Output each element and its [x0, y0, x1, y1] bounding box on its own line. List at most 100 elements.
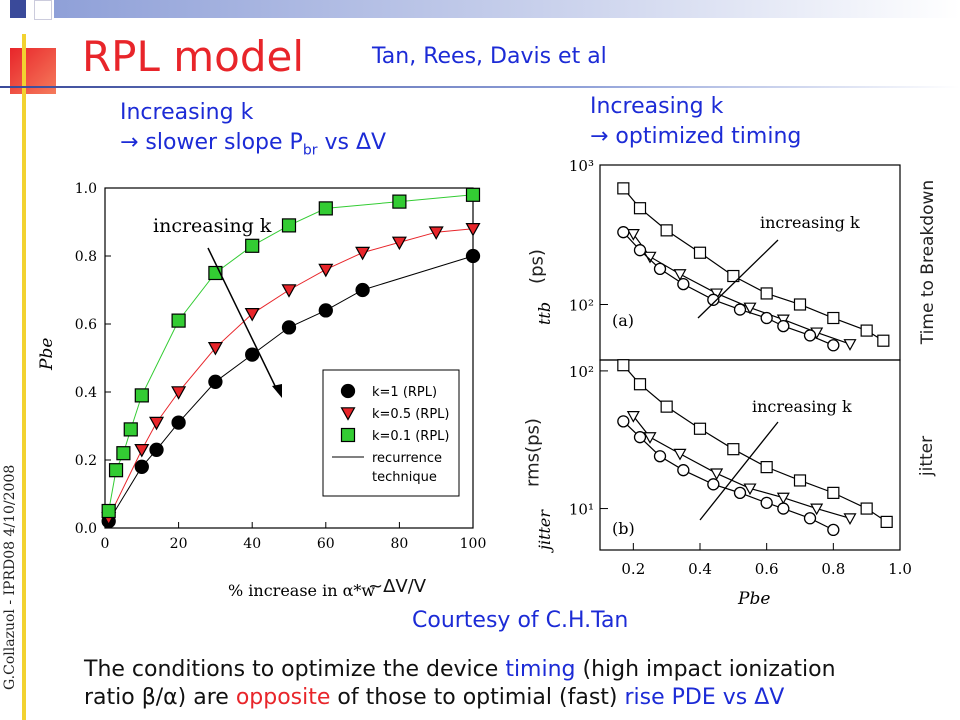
footer-vertical: G.Collazuol - IPRD08 4/10/2008 — [2, 464, 18, 690]
data-point — [134, 459, 149, 474]
ylabel-bottom-extra: rms(ps) — [522, 418, 544, 487]
series-line — [632, 415, 851, 519]
data-point — [244, 308, 260, 322]
data-point — [760, 461, 773, 474]
data-point — [465, 187, 481, 202]
data-point — [123, 422, 138, 437]
data-point — [617, 359, 630, 372]
data-point — [733, 486, 747, 500]
data-point — [465, 248, 481, 264]
data-point — [171, 313, 186, 328]
data-point — [760, 311, 773, 325]
left-chart: 0 20 40 60 80 100 0.0 0.2 0.4 0.6 0.8 1.0 Pbe % inc… — [37, 181, 486, 600]
y-tick-label: 10² — [569, 363, 594, 381]
annotation-arrow — [207, 247, 279, 393]
x-tick-label: 0.4 — [688, 560, 712, 578]
y-tick-label: 10¹ — [569, 501, 594, 519]
data-point — [860, 324, 873, 337]
legend-label: k=1 (RPL) — [372, 385, 437, 400]
left-note: Increasing k → slower slope Pbr vs ΔV — [120, 100, 387, 159]
left-annotation: increasing k — [153, 215, 272, 237]
data-point — [245, 238, 260, 253]
data-point — [617, 226, 630, 239]
data-point — [860, 502, 873, 515]
x-tick-label: 40 — [243, 536, 261, 552]
x-tick-label: 0.2 — [621, 560, 645, 578]
data-point — [727, 443, 740, 456]
legend-marker — [340, 407, 356, 421]
y-tick-label: 1.0 — [75, 181, 97, 197]
right-xlabel: Pbe — [737, 589, 770, 609]
y-tick-label: 0.2 — [75, 453, 97, 469]
data-point — [643, 251, 657, 264]
data-point — [673, 448, 687, 461]
data-point — [727, 269, 740, 283]
data-point — [318, 263, 334, 278]
fit-curve — [108, 228, 474, 519]
data-point — [710, 468, 724, 481]
data-point — [626, 229, 640, 241]
data-point — [391, 236, 407, 251]
data-point — [134, 444, 150, 458]
data-point — [810, 503, 824, 516]
header-decoration — [0, 0, 960, 22]
data-point — [803, 512, 817, 525]
data-point — [760, 496, 773, 510]
data-point — [318, 201, 333, 216]
legend-label: k=0.5 (RPL) — [372, 407, 450, 422]
data-point — [760, 287, 773, 300]
left-ylabel: Pbe — [37, 338, 57, 371]
x-tick-label: 0.8 — [821, 560, 845, 578]
x-tick-label: 80 — [390, 536, 408, 552]
left-xlabel-extra: ~ΔV/V — [368, 576, 427, 597]
data-point — [428, 226, 444, 240]
data-point — [693, 246, 707, 259]
arrowhead — [272, 384, 282, 398]
authors: Tan, Rees, Davis et al — [372, 44, 607, 69]
left-chart-frame — [104, 187, 474, 529]
data-point — [116, 446, 131, 461]
legend-label: technique — [372, 470, 437, 485]
legend-marker — [340, 427, 356, 443]
data-point — [108, 463, 124, 478]
data-point — [281, 218, 297, 233]
data-point — [660, 400, 673, 413]
panel-a-ylabel: ttb — [535, 302, 554, 325]
data-point — [827, 486, 840, 499]
series-line — [622, 420, 834, 531]
header-rule — [0, 86, 960, 88]
data-point — [134, 388, 149, 403]
panel-a-frame — [599, 164, 901, 361]
data-point — [776, 492, 790, 505]
x-tick-label: 0 — [101, 536, 110, 552]
data-point — [653, 262, 667, 276]
data-point — [693, 422, 707, 435]
data-point — [793, 298, 807, 311]
right-note: Increasing k → optimized timing — [590, 94, 802, 149]
data-point — [149, 416, 165, 431]
data-point — [208, 374, 223, 389]
data-point — [733, 303, 747, 316]
side-label-top: Time to Breakdown — [918, 179, 938, 345]
data-point — [707, 478, 720, 491]
y-tick-label: 0.8 — [75, 249, 97, 265]
y-tick-label: 0.6 — [75, 317, 97, 333]
y-tick-label: 0.0 — [75, 521, 97, 537]
data-point — [171, 415, 186, 430]
data-point — [777, 319, 790, 333]
panel-b-frame — [599, 359, 901, 551]
data-point — [355, 282, 370, 298]
data-point — [617, 415, 630, 428]
data-point — [793, 474, 807, 487]
data-point — [245, 347, 260, 362]
data-point — [660, 224, 673, 237]
x-tick-label: 1.0 — [888, 560, 912, 578]
data-point — [101, 503, 116, 519]
panel-b-label: (b) — [612, 519, 635, 538]
panel-a-label: (a) — [612, 311, 634, 330]
data-point — [677, 464, 690, 477]
panel-a-annotation: increasing k — [760, 213, 860, 232]
legend-label: recurrence — [372, 451, 442, 466]
data-point — [673, 269, 687, 281]
x-tick-label: 60 — [317, 536, 335, 552]
